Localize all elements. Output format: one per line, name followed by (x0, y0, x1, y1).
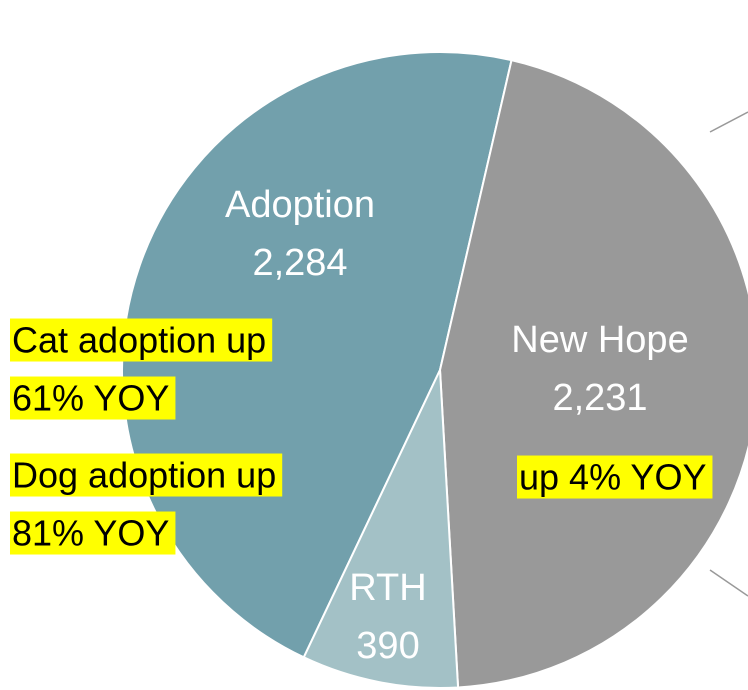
annotation: 61% YOY (12, 378, 169, 419)
leader-line (709, 569, 748, 597)
annotation: Cat adoption up (12, 320, 266, 361)
slice-name: RTH (349, 567, 426, 609)
slice-name: Adoption (225, 184, 375, 226)
slice-value: 390 (356, 625, 419, 667)
leader-line (709, 111, 748, 133)
annotation: 81% YOY (12, 513, 169, 554)
annotation-highlight (10, 511, 176, 555)
pie-slice (121, 51, 513, 659)
slice-value: 2,231 (552, 377, 647, 419)
slice-name: New Hope (511, 319, 688, 361)
annotation-highlight (10, 453, 283, 497)
labels: Adoption 2,284 New Hope 2,231 RTH 390 (225, 184, 689, 667)
pie (121, 51, 748, 689)
annotation-highlight (10, 376, 176, 420)
annotation-highlight (517, 455, 713, 499)
annotation: up 4% YOY (519, 457, 706, 498)
annotations: Cat adoption up 61% YOY Dog adoption up 81%… (10, 318, 713, 555)
pie-slice (438, 58, 748, 689)
pie-slice (302, 369, 460, 689)
annotation-highlight (10, 318, 273, 362)
annotation: Dog adoption up (12, 455, 276, 496)
slice-value: 2,284 (252, 242, 347, 284)
